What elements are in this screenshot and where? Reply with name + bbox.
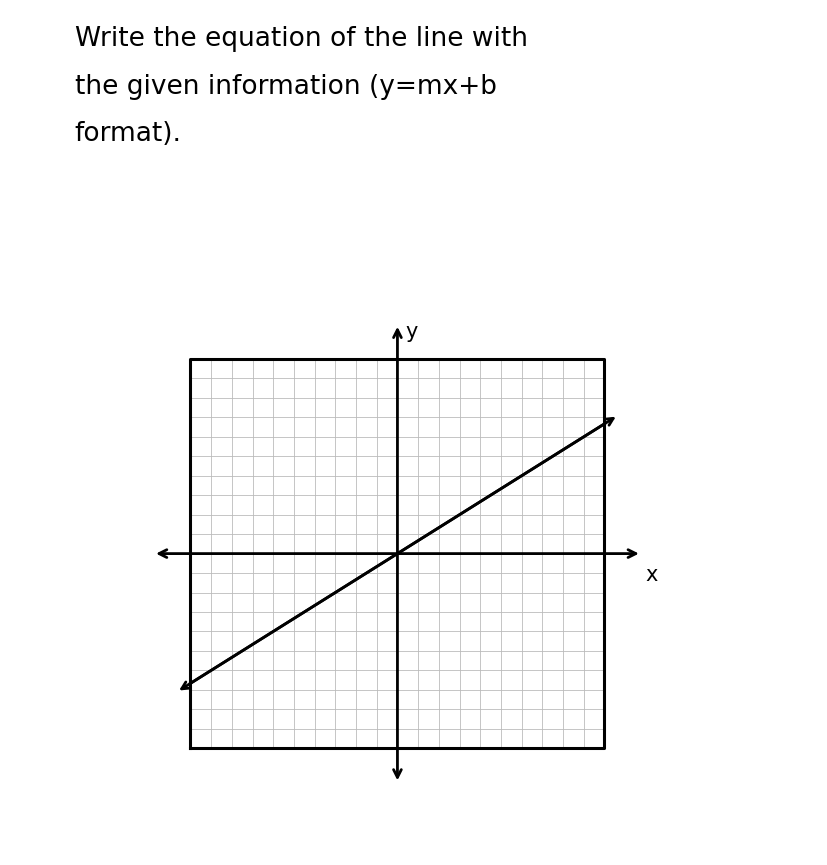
- Text: Write the equation of the line with: Write the equation of the line with: [74, 26, 527, 52]
- Text: y: y: [405, 322, 418, 342]
- Text: x: x: [645, 566, 657, 586]
- Text: the given information (y=mx+b: the given information (y=mx+b: [74, 74, 496, 99]
- Text: format).: format).: [74, 121, 181, 147]
